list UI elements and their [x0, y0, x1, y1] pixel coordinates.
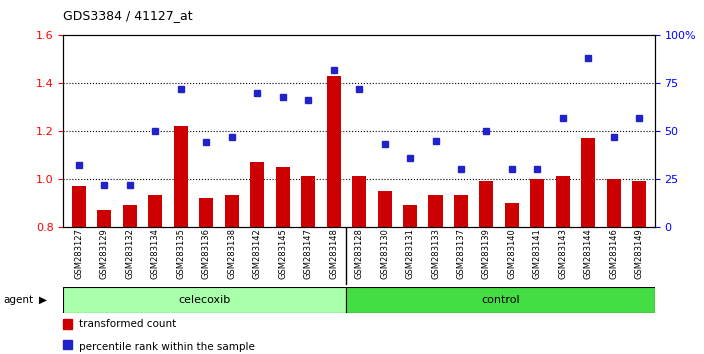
Bar	[174, 126, 188, 227]
Bar	[63, 339, 72, 349]
Text: GSM283148: GSM283148	[329, 228, 338, 279]
Text: control: control	[481, 295, 520, 305]
Bar	[582, 138, 596, 227]
Bar	[63, 319, 72, 329]
Bar	[377, 191, 391, 227]
Text: ▶: ▶	[39, 295, 46, 305]
Text: percentile rank within the sample: percentile rank within the sample	[79, 342, 255, 352]
Text: GSM283136: GSM283136	[201, 228, 210, 279]
Text: transformed count: transformed count	[79, 319, 176, 329]
Text: GSM283143: GSM283143	[558, 228, 567, 279]
Text: GSM283127: GSM283127	[74, 228, 83, 279]
Text: GSM283135: GSM283135	[176, 228, 185, 279]
Text: GSM283144: GSM283144	[584, 228, 593, 279]
Text: agent: agent	[4, 295, 34, 305]
Text: GSM283146: GSM283146	[610, 228, 618, 279]
Text: GSM283134: GSM283134	[151, 228, 160, 279]
Bar	[250, 162, 264, 227]
Bar	[97, 210, 111, 227]
Text: GSM283147: GSM283147	[303, 228, 313, 279]
Text: GSM283132: GSM283132	[125, 228, 134, 279]
Bar	[148, 195, 162, 227]
Text: GSM283141: GSM283141	[533, 228, 542, 279]
Bar	[505, 202, 519, 227]
Bar	[403, 205, 417, 227]
Text: GSM283142: GSM283142	[253, 228, 262, 279]
Bar	[327, 76, 341, 227]
Bar	[346, 287, 655, 313]
Bar	[301, 176, 315, 227]
Bar	[63, 287, 346, 313]
Text: GSM283138: GSM283138	[227, 228, 236, 279]
Bar	[429, 195, 443, 227]
Bar	[72, 186, 86, 227]
Bar	[479, 181, 494, 227]
Bar	[556, 176, 570, 227]
Text: GDS3384 / 41127_at: GDS3384 / 41127_at	[63, 9, 193, 22]
Text: GSM283140: GSM283140	[508, 228, 517, 279]
Text: GSM283149: GSM283149	[635, 228, 644, 279]
Text: GSM283131: GSM283131	[406, 228, 415, 279]
Text: GSM283129: GSM283129	[100, 228, 108, 279]
Bar	[352, 176, 366, 227]
Text: GSM283137: GSM283137	[456, 228, 465, 279]
Bar	[530, 179, 544, 227]
Text: GSM283145: GSM283145	[278, 228, 287, 279]
Bar	[225, 195, 239, 227]
Bar	[122, 205, 137, 227]
Bar	[632, 181, 646, 227]
Bar	[454, 195, 468, 227]
Text: GSM283128: GSM283128	[355, 228, 363, 279]
Text: GSM283139: GSM283139	[482, 228, 491, 279]
Text: GSM283133: GSM283133	[431, 228, 440, 279]
Bar	[199, 198, 213, 227]
Bar	[607, 179, 621, 227]
Text: GSM283130: GSM283130	[380, 228, 389, 279]
Bar	[275, 167, 289, 227]
Text: celecoxib: celecoxib	[179, 295, 231, 305]
